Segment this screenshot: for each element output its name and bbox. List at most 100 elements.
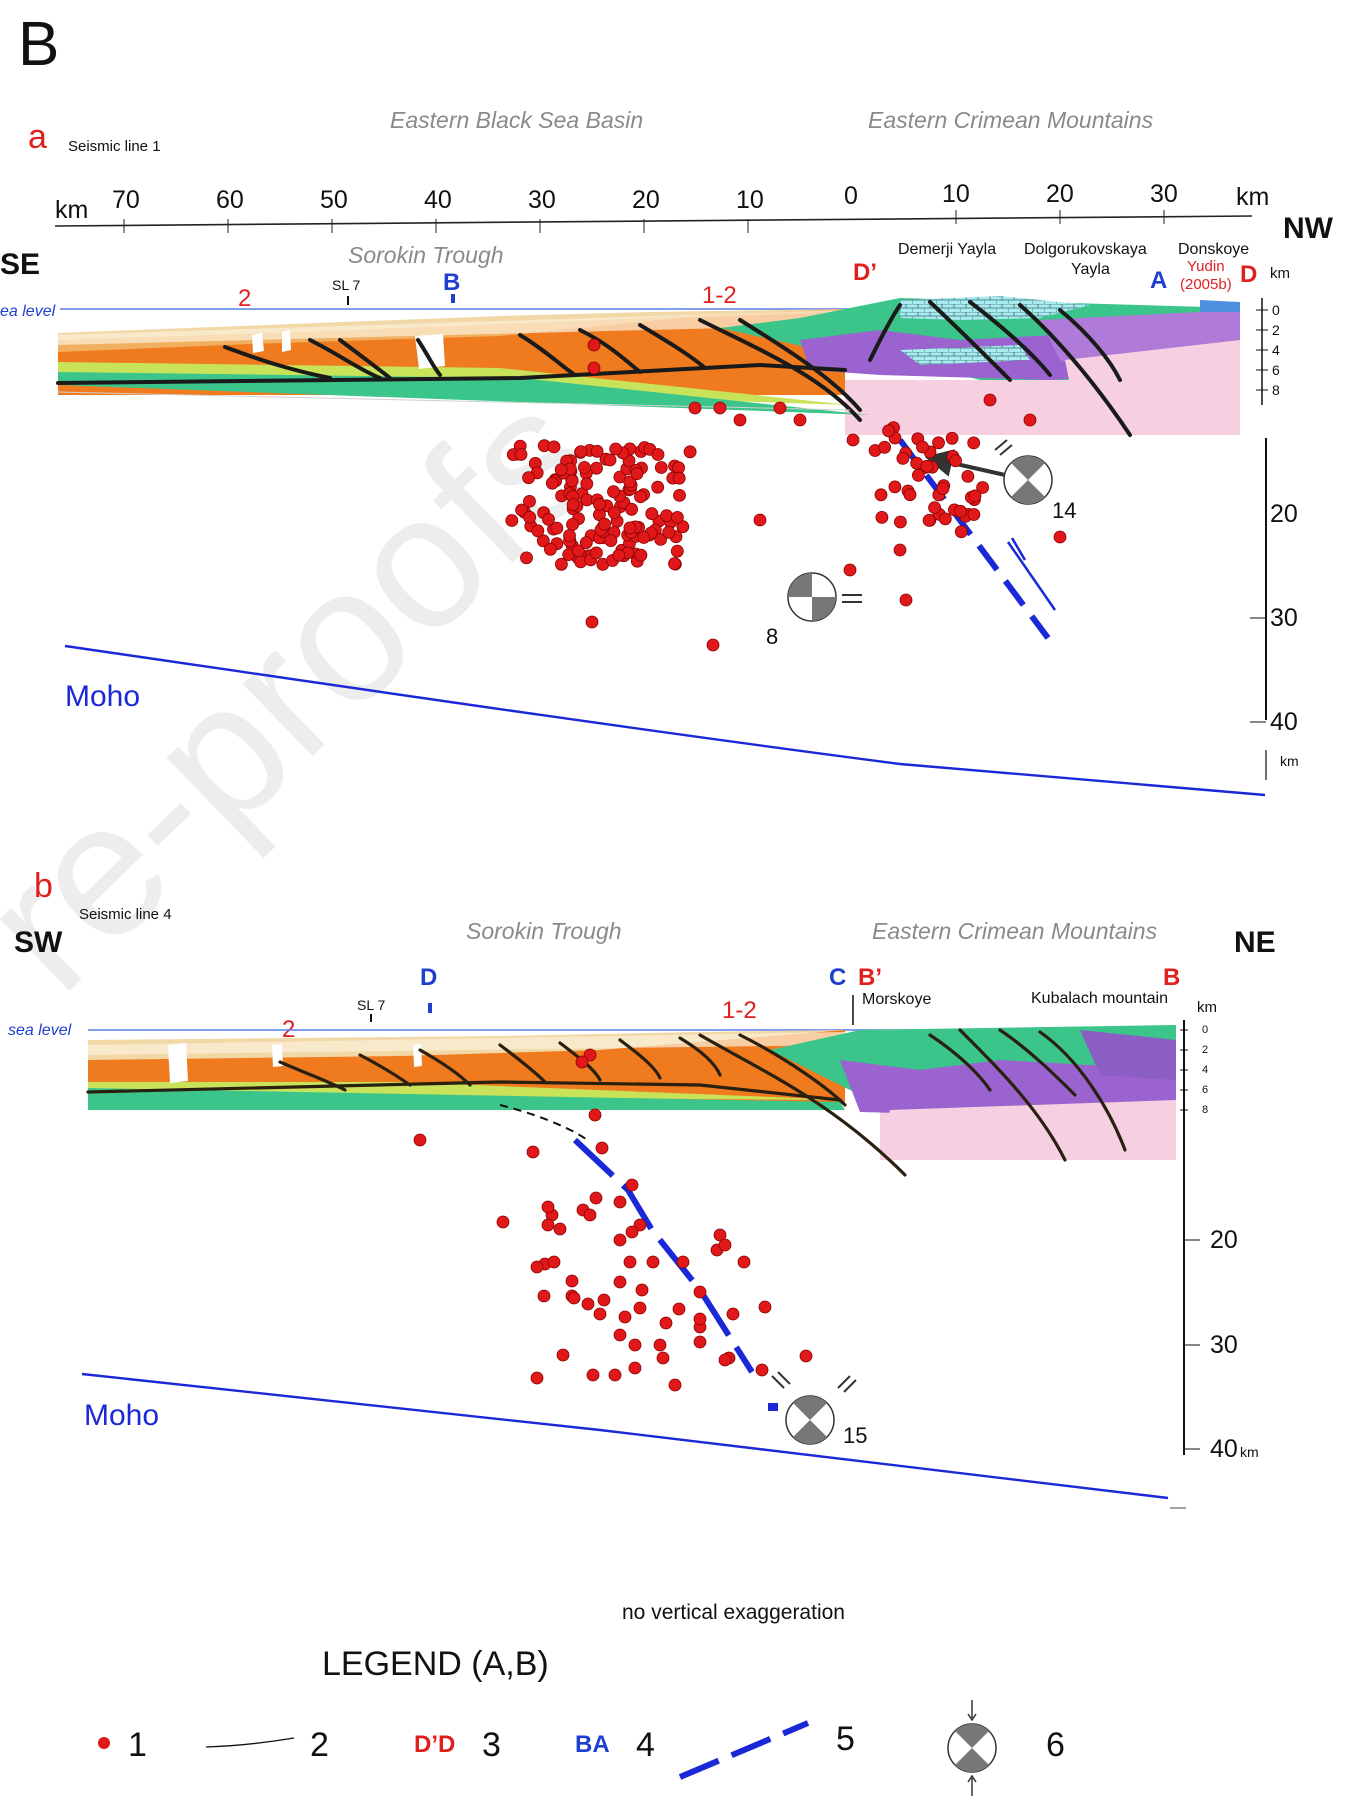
legend-4: 4 [636, 1726, 655, 1764]
km-tick-zero: 0 [844, 182, 858, 210]
earthquake-dot [718, 1353, 732, 1367]
morskoye-label: Morskoye [862, 991, 931, 1008]
earthquake-dot [588, 1108, 602, 1122]
earthquake-dot [693, 1285, 707, 1299]
earthquake-dot [623, 475, 637, 489]
earthquake-dot [1053, 530, 1067, 544]
depth-tick-2: 2 [1272, 322, 1280, 338]
earthquake-dot [894, 515, 907, 529]
earthquake-dot [597, 1293, 611, 1307]
km-label: km [55, 196, 88, 224]
earthquake-dot [585, 615, 599, 629]
panel-a-geology [56, 296, 1240, 437]
earthquake-dot [574, 445, 588, 459]
earthquake-dot [563, 529, 576, 542]
earthquake-dot [976, 481, 989, 494]
earthquake-dot [656, 1351, 670, 1365]
mark-b-blue: B [443, 269, 460, 296]
earthquake-dot [634, 548, 648, 562]
earthquake-dot [609, 442, 623, 456]
earthquake-dot [713, 1228, 727, 1242]
earthquake-dot [899, 593, 913, 607]
earthquake-dot [587, 361, 601, 375]
earthquake-dot [961, 469, 975, 483]
earthquake-dot [949, 454, 962, 468]
earthquake-dot [932, 436, 945, 450]
earthquake-dot [541, 1218, 555, 1232]
earthquake-dot [755, 1363, 769, 1377]
panel-a: a Seismic line 1 Eastern Black Sea Basin… [0, 107, 1334, 797]
panel-b-geology [86, 995, 1176, 1177]
earthquake-dot [607, 485, 620, 499]
legend-line-symbol [205, 1737, 295, 1748]
earthquake-dot [583, 1208, 597, 1222]
earthquake-dot [607, 506, 621, 519]
earthquake-dot [938, 512, 952, 526]
earthquake-dot [706, 638, 720, 652]
mark-a-blue: A [1150, 267, 1167, 294]
earthquake-dot [916, 440, 929, 454]
earthquake-dot [541, 1200, 555, 1214]
earthquake-dot [660, 509, 673, 522]
earthquake-dot [893, 543, 907, 557]
legend-ba: BA [575, 1731, 610, 1758]
earthquake-dot [628, 1338, 642, 1352]
earthquake-dot [496, 1215, 510, 1229]
earthquake-dot [565, 474, 579, 488]
legend-3: 3 [482, 1726, 501, 1764]
earthquake-dot [737, 1255, 751, 1269]
earthquake-dot [646, 1255, 660, 1269]
earthquake-dot [520, 551, 533, 565]
earthquake-dot [654, 533, 667, 546]
sea-level-label: ea level [0, 303, 56, 320]
b-depth-30: 30 [1210, 1331, 1238, 1359]
depth-30: 30 [1270, 604, 1298, 632]
earthquake-dot [613, 1275, 627, 1289]
earthquake-dot [683, 445, 697, 459]
b-depth-2: 2 [1202, 1044, 1208, 1056]
earthquake-dot [413, 1133, 427, 1147]
km-tick-label: 30 [1150, 180, 1178, 208]
earthquake-dot [875, 511, 889, 524]
panel-a-depth-small: 0 2 4 6 8 [1256, 298, 1280, 405]
earthquake-dot [575, 1055, 589, 1069]
earthquake-dot [633, 1301, 647, 1315]
earthquake-dot [578, 461, 591, 474]
yudin-label-2: (2005b) [1180, 276, 1232, 293]
b-depth-40-unit: km [1240, 1444, 1259, 1460]
earthquake-dot [526, 1145, 540, 1159]
legend-quake-dot [98, 1737, 110, 1749]
km-tick-label: 10 [736, 186, 764, 214]
sorokin-trough-label: Sorokin Trough [348, 242, 504, 268]
earthquake-dot [878, 440, 891, 454]
earthquake-dot [625, 502, 638, 516]
earthquake-dot [888, 480, 902, 494]
earthquake-dot [733, 413, 747, 427]
earthquake-dot [713, 401, 727, 415]
earthquake-dot [586, 1368, 600, 1382]
panel-b-mark-b-prime: B’ [858, 964, 882, 991]
earthquake-dot [613, 1328, 627, 1342]
earthquake-dot [545, 476, 559, 490]
legend: LEGEND (A,B) 1 2 D’D 3 BA 4 5 6 [98, 1645, 1065, 1796]
earthquake-dot [542, 513, 555, 526]
earthquake-dot [672, 1302, 686, 1316]
panel-b-mark-d: D [420, 964, 437, 991]
earthquake-dot [670, 544, 684, 558]
km-tick-label: 20 [632, 186, 660, 214]
panel-b: b Seismic line 4 SW NE Sorokin Trough Ea… [8, 867, 1276, 1509]
figure-letter: B [18, 10, 59, 79]
earthquake-dot [595, 1141, 609, 1155]
dolgor-label-2: Yayla [1071, 261, 1110, 278]
earthquake-dot [634, 490, 647, 504]
km-tick-label: 40 [424, 186, 452, 214]
depth-tick-0: 0 [1272, 302, 1280, 318]
earthquake-dot [579, 536, 593, 549]
earthquake-dot [514, 448, 528, 461]
earthquake-dot [589, 1191, 603, 1205]
earthquake-dot [896, 451, 910, 465]
earthquake-dot [593, 1307, 607, 1321]
dir-sw: SW [14, 926, 63, 959]
earthquake-dot [515, 503, 528, 517]
